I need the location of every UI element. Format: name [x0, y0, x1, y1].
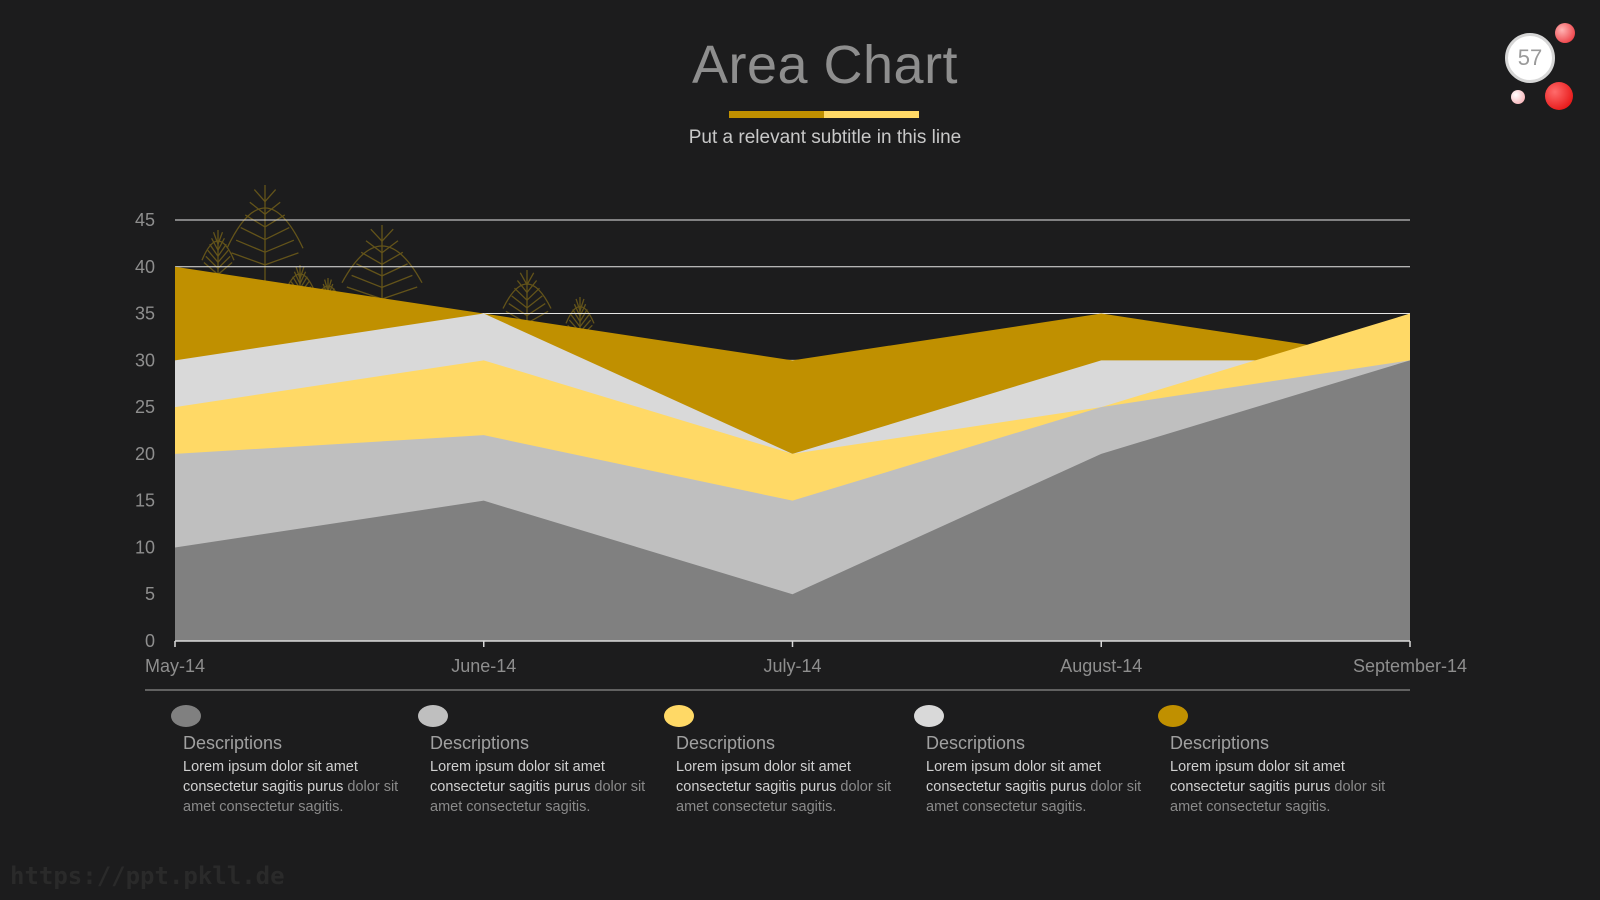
legend-title: Descriptions [676, 733, 776, 753]
legend-swatch-icon [1158, 705, 1188, 727]
legend-description-dim: dolor sit amet consectetur sagitis. [926, 779, 1142, 815]
slide-subtitle: Put a relevant subtitle in this line [688, 127, 962, 148]
legend-title: Descriptions [183, 733, 283, 753]
page-number: 57 [1505, 33, 1555, 83]
y-tick-label: 0 [145, 631, 155, 651]
x-axis-ticks: May-14 June-14 July-14 August-14 September-1… [145, 656, 1467, 676]
legend-description-dim: dolor sit amet consectetur sagitis. [430, 779, 646, 815]
page-number-badge: 57 [1505, 23, 1575, 118]
decor-dot-top [1555, 23, 1575, 43]
decor-dot-small [1511, 90, 1525, 104]
x-tick-label: June-14 [451, 656, 516, 676]
legend-swatch-icon [171, 705, 201, 727]
x-tick-label: August-14 [1060, 656, 1142, 676]
legend-description-main: Lorem ipsum dolor sit amet consectetur s… [926, 759, 1101, 795]
slide-title: Area Chart [691, 35, 959, 95]
legend-description-dim: dolor sit amet consectetur sagitis. [1170, 779, 1386, 815]
legend-description-main: Lorem ipsum dolor sit amet consectetur s… [183, 759, 358, 795]
legend-description-main: Lorem ipsum dolor sit amet consectetur s… [676, 759, 851, 795]
legend-description: Lorem ipsum dolor sit amet consectetur s… [676, 757, 911, 817]
legend-description-main: Lorem ipsum dolor sit amet consectetur s… [430, 759, 605, 795]
chart-areas [175, 266, 1410, 641]
watermark: https://ppt.pkll.de [10, 862, 285, 890]
x-tick-label: May-14 [145, 656, 205, 676]
legend-description: Lorem ipsum dolor sit amet consectetur s… [430, 757, 665, 817]
legend-description: Lorem ipsum dolor sit amet consectetur s… [1170, 757, 1405, 817]
legend-description-dim: dolor sit amet consectetur sagitis. [183, 779, 399, 815]
legend-description-dim: dolor sit amet consectetur sagitis. [676, 779, 892, 815]
legend-description: Lorem ipsum dolor sit amet consectetur s… [183, 757, 418, 817]
legend-description-main: Lorem ipsum dolor sit amet consectetur s… [1170, 759, 1345, 795]
area-series-5 [175, 360, 1410, 641]
y-axis-ticks: 0 5 10 15 20 25 30 35 40 45 [135, 210, 155, 651]
y-tick-label: 25 [135, 397, 155, 417]
x-tick-label: September-14 [1353, 656, 1467, 676]
legend: Descriptions Lorem ipsum dolor sit amet c… [0, 700, 1600, 830]
legend-description: Lorem ipsum dolor sit amet consectetur s… [926, 757, 1161, 817]
legend-title: Descriptions [430, 733, 530, 753]
decor-dot-large [1545, 82, 1573, 110]
y-tick-label: 5 [145, 584, 155, 604]
legend-title: Descriptions [926, 733, 1026, 753]
legend-swatch-icon [664, 705, 694, 727]
title-underline-light-segment [824, 111, 919, 118]
y-tick-label: 35 [135, 304, 155, 324]
y-tick-label: 15 [135, 491, 155, 511]
y-tick-label: 20 [135, 444, 155, 464]
x-tick-label: July-14 [763, 656, 821, 676]
legend-title: Descriptions [1170, 733, 1270, 753]
chart-axes [174, 640, 1411, 647]
title-underline-dark-segment [729, 111, 824, 118]
legend-swatch-icon [914, 705, 944, 727]
y-tick-label: 10 [135, 537, 155, 557]
y-tick-label: 40 [135, 257, 155, 277]
legend-swatch-icon [418, 705, 448, 727]
title-underline [729, 111, 919, 118]
y-tick-label: 45 [135, 210, 155, 230]
y-tick-label: 30 [135, 350, 155, 370]
